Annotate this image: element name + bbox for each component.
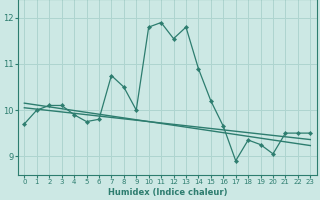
X-axis label: Humidex (Indice chaleur): Humidex (Indice chaleur) [108,188,227,197]
